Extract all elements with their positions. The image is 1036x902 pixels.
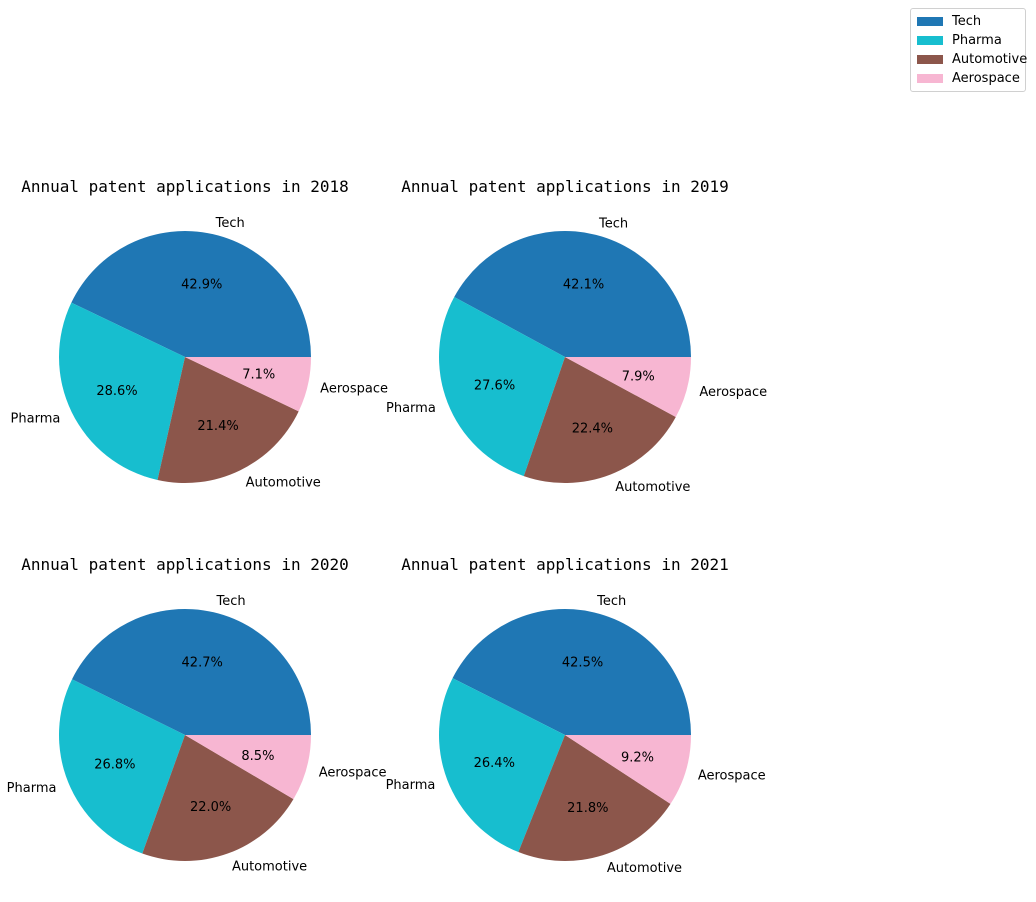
legend-label-tech: Tech bbox=[952, 14, 982, 29]
slice-label-tech: Tech bbox=[596, 594, 626, 609]
pie-slice-aerospace bbox=[565, 357, 691, 418]
pie-slice-automotive bbox=[518, 735, 671, 861]
slice-label-pharma: Pharma bbox=[11, 412, 61, 427]
pie-chart-2: Annual patent applications in 2019 42.1% T… bbox=[386, 177, 767, 495]
pct-label-tech: 42.1% bbox=[563, 278, 604, 293]
pct-label-tech: 42.5% bbox=[562, 655, 603, 670]
pct-label-aerospace: 7.9% bbox=[622, 370, 655, 385]
slice-label-automotive: Automotive bbox=[615, 480, 690, 495]
pct-label-automotive: 21.8% bbox=[567, 801, 608, 816]
pie-chart-3: Annual patent applications in 2020 42.7% T… bbox=[7, 555, 387, 874]
pie-chart-4: Annual patent applications in 2021 42.5% T… bbox=[386, 555, 766, 876]
slice-label-aerospace: Aerospace bbox=[319, 766, 387, 781]
slice-label-pharma: Pharma bbox=[386, 778, 436, 793]
pie-slice-automotive bbox=[142, 735, 294, 861]
pct-label-aerospace: 8.5% bbox=[241, 749, 274, 764]
pie-slice-pharma bbox=[439, 296, 565, 477]
pct-label-tech: 42.9% bbox=[181, 277, 222, 292]
slice-label-pharma: Pharma bbox=[386, 401, 436, 416]
pct-label-aerospace: 7.1% bbox=[242, 368, 275, 383]
pie-slice-tech bbox=[452, 609, 691, 735]
legend-label-automotive: Automotive bbox=[952, 52, 1028, 67]
legend-swatch-aerospace bbox=[917, 74, 943, 83]
pct-label-tech: 42.7% bbox=[182, 655, 223, 670]
pct-label-automotive: 22.4% bbox=[572, 421, 613, 436]
legend-item-aerospace: Aerospace bbox=[917, 69, 1020, 88]
legend-item-tech: Tech bbox=[917, 12, 1019, 31]
legend-item-automotive: Automotive bbox=[917, 50, 1027, 69]
chart-title: Annual patent applications in 2020 bbox=[21, 555, 349, 574]
legend-label-pharma: Pharma bbox=[952, 33, 1002, 48]
pct-label-automotive: 21.4% bbox=[197, 419, 238, 434]
pct-label-pharma: 26.8% bbox=[94, 757, 135, 772]
pct-label-pharma: 27.6% bbox=[474, 378, 515, 393]
slice-label-aerospace: Aerospace bbox=[699, 385, 767, 400]
pie-slice-aerospace bbox=[185, 735, 311, 800]
legend-item-pharma: Pharma bbox=[917, 31, 1019, 50]
legend-swatch-tech bbox=[917, 17, 943, 26]
pie-slice-pharma bbox=[58, 302, 185, 480]
pie-chart-1: Annual patent applications in 2018 42.9% T… bbox=[11, 177, 388, 491]
pct-label-pharma: 28.6% bbox=[96, 384, 137, 399]
legend-swatch-pharma bbox=[917, 36, 943, 45]
legend: Tech Pharma Automotive Aerospace bbox=[910, 8, 1027, 92]
pie-slice-aerospace bbox=[565, 735, 691, 804]
pct-label-pharma: 26.4% bbox=[474, 756, 515, 771]
slice-label-automotive: Automotive bbox=[232, 859, 307, 874]
pie-slice-tech bbox=[454, 231, 691, 357]
chart-title: Annual patent applications in 2018 bbox=[21, 177, 349, 196]
slice-label-automotive: Automotive bbox=[246, 476, 321, 491]
pie-slice-pharma bbox=[439, 678, 565, 853]
pie-slice-tech bbox=[71, 231, 311, 357]
legend-swatch-automotive bbox=[917, 55, 943, 64]
slice-label-automotive: Automotive bbox=[607, 861, 682, 876]
pie-slice-tech bbox=[72, 608, 312, 735]
pie-slice-automotive bbox=[523, 357, 676, 484]
legend-label-aerospace: Aerospace bbox=[952, 71, 1020, 86]
pct-label-aerospace: 9.2% bbox=[621, 751, 654, 766]
pie-slice-pharma bbox=[58, 679, 185, 854]
pie-slice-automotive bbox=[157, 357, 299, 484]
chart-title: Annual patent applications in 2019 bbox=[401, 177, 729, 196]
slice-label-aerospace: Aerospace bbox=[320, 382, 388, 397]
pct-label-automotive: 22.0% bbox=[190, 800, 231, 815]
chart-title: Annual patent applications in 2021 bbox=[401, 555, 729, 574]
slice-label-tech: Tech bbox=[215, 216, 245, 231]
slice-label-aerospace: Aerospace bbox=[698, 769, 766, 784]
slice-label-pharma: Pharma bbox=[7, 781, 57, 796]
slice-label-tech: Tech bbox=[216, 594, 246, 609]
pie-slice-aerospace bbox=[185, 357, 311, 412]
slice-label-tech: Tech bbox=[598, 217, 628, 232]
